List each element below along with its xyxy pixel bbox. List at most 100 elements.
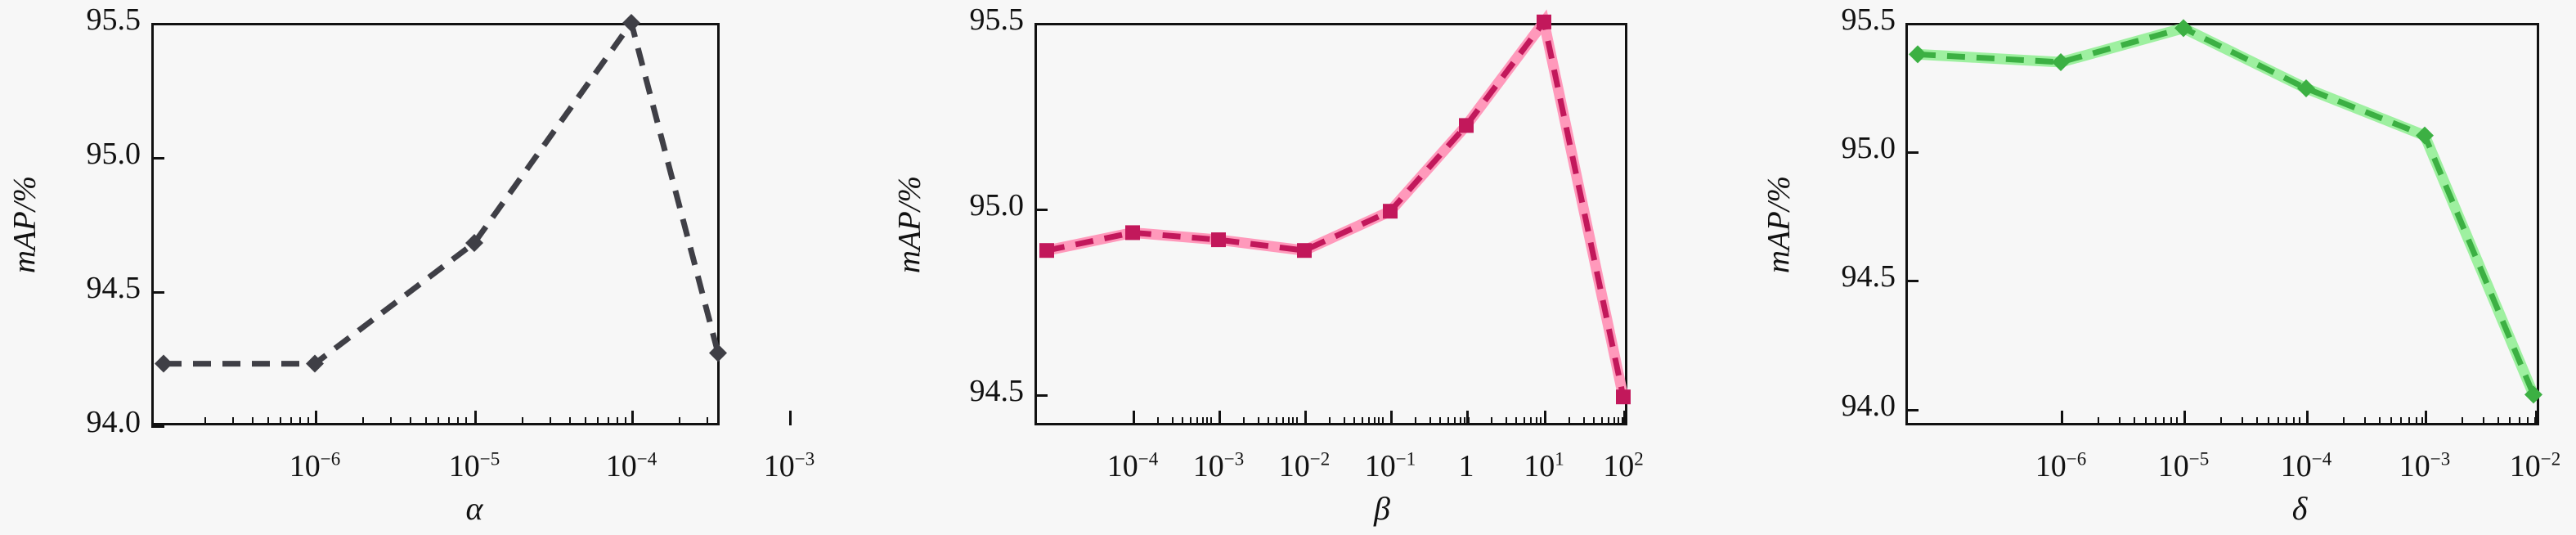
- x-minor-tick: [625, 417, 627, 425]
- x-minor-tick: [410, 417, 412, 425]
- y-tick-mark: [1905, 409, 1919, 411]
- data-point-marker: [1039, 243, 1054, 259]
- x-minor-tick: [1382, 417, 1384, 425]
- y-tick-label: 95.5: [969, 2, 1025, 37]
- x-minor-tick: [2176, 417, 2179, 425]
- x-tick-label: 10−2: [2509, 448, 2561, 483]
- data-point-marker: [709, 344, 727, 362]
- x-tick-mark: [2061, 411, 2063, 425]
- x-minor-tick: [1582, 417, 1585, 425]
- x-minor-tick: [1157, 417, 1160, 425]
- x-minor-tick: [2342, 417, 2345, 425]
- x-minor-tick: [1329, 417, 1331, 425]
- x-minor-tick: [307, 417, 310, 425]
- x-minor-tick: [390, 417, 393, 425]
- x-minor-tick: [1468, 417, 1470, 425]
- x-tick-label: 101: [1524, 448, 1564, 483]
- x-minor-tick: [2527, 417, 2529, 425]
- x-minor-tick: [1243, 417, 1245, 425]
- x-minor-tick: [1287, 417, 1290, 425]
- x-minor-tick: [1373, 417, 1376, 425]
- data-point-marker: [465, 233, 483, 252]
- y-tick-label: 94.5: [86, 271, 141, 305]
- y-tick-label: 94.0: [86, 405, 141, 439]
- x-minor-tick: [1292, 417, 1295, 425]
- x-minor-tick: [2421, 417, 2424, 425]
- x-minor-tick: [1515, 417, 1518, 425]
- x-tick-mark: [1623, 411, 1626, 425]
- x-minor-tick: [2379, 417, 2381, 425]
- plot-area-2: [1034, 23, 1627, 425]
- x-minor-tick: [1464, 417, 1466, 425]
- x-minor-tick: [1540, 417, 1542, 425]
- x-axis-title: β: [1374, 490, 1390, 527]
- x-minor-tick: [457, 417, 460, 425]
- x-tick-label: 10−4: [605, 448, 657, 483]
- x-minor-tick: [2415, 417, 2417, 425]
- x-minor-tick: [252, 417, 254, 425]
- x-minor-tick: [1343, 417, 1345, 425]
- x-tick-label: 10−2: [1278, 448, 1331, 483]
- x-tick-label: 10−4: [2280, 448, 2332, 483]
- x-minor-tick: [608, 417, 610, 425]
- x-tick-label: 10−6: [289, 448, 341, 483]
- x-minor-tick: [1447, 417, 1449, 425]
- x-tick-label: 1: [1458, 449, 1474, 483]
- x-minor-tick: [569, 417, 572, 425]
- x-minor-tick: [1459, 417, 1461, 425]
- data-point-marker: [1537, 14, 1551, 29]
- x-minor-tick: [1544, 417, 1546, 425]
- y-tick-mark: [151, 425, 164, 428]
- x-minor-tick: [1415, 417, 1417, 425]
- data-point-marker: [1125, 225, 1140, 241]
- y-tick-mark: [1905, 151, 1919, 154]
- x-minor-tick: [1296, 417, 1299, 425]
- plot-area-3: [1905, 23, 2539, 425]
- x-minor-tick: [362, 417, 365, 425]
- x-minor-tick: [2134, 417, 2136, 425]
- x-tick-label: 10−4: [1106, 448, 1159, 483]
- x-minor-tick: [617, 417, 619, 425]
- x-tick-mark: [1218, 411, 1221, 425]
- data-point-marker: [306, 354, 324, 373]
- x-minor-tick: [1429, 417, 1431, 425]
- x-minor-tick: [299, 417, 302, 425]
- x-axis-title: α: [465, 490, 483, 527]
- x-tick-mark: [789, 411, 792, 425]
- x-tick-mark: [2425, 411, 2427, 425]
- x-minor-tick: [424, 417, 427, 425]
- data-point-marker: [1383, 204, 1398, 219]
- x-minor-tick: [448, 417, 451, 425]
- y-tick-label: 95.0: [1841, 131, 1896, 165]
- y-tick-mark: [151, 23, 164, 25]
- y-tick-mark: [151, 157, 164, 160]
- x-minor-tick: [1206, 417, 1209, 425]
- x-minor-tick: [1257, 417, 1259, 425]
- x-minor-tick: [2268, 417, 2270, 425]
- x-minor-tick: [1353, 417, 1356, 425]
- x-minor-tick: [1535, 417, 1537, 425]
- x-minor-tick: [1210, 417, 1213, 425]
- x-axis-title: δ: [2291, 490, 2308, 527]
- x-minor-tick: [522, 417, 524, 425]
- x-minor-tick: [290, 417, 293, 425]
- x-minor-tick: [2256, 417, 2259, 425]
- plot-area-1: [151, 23, 720, 425]
- x-minor-tick: [2155, 417, 2157, 425]
- x-minor-tick: [2292, 417, 2295, 425]
- data-point-marker: [1909, 45, 1927, 64]
- x-tick-label: 10−1: [1364, 448, 1416, 483]
- x-tick-mark: [1466, 411, 1469, 425]
- x-minor-tick: [2482, 417, 2484, 425]
- series-line: [1917, 25, 2537, 396]
- y-tick-label: 95.5: [1841, 2, 1896, 37]
- y-tick-mark: [1034, 23, 1048, 25]
- x-tick-label: 10−6: [2035, 448, 2087, 483]
- x-minor-tick: [2163, 417, 2165, 425]
- y-tick-label: 94.5: [1841, 259, 1896, 294]
- x-minor-tick: [707, 417, 709, 425]
